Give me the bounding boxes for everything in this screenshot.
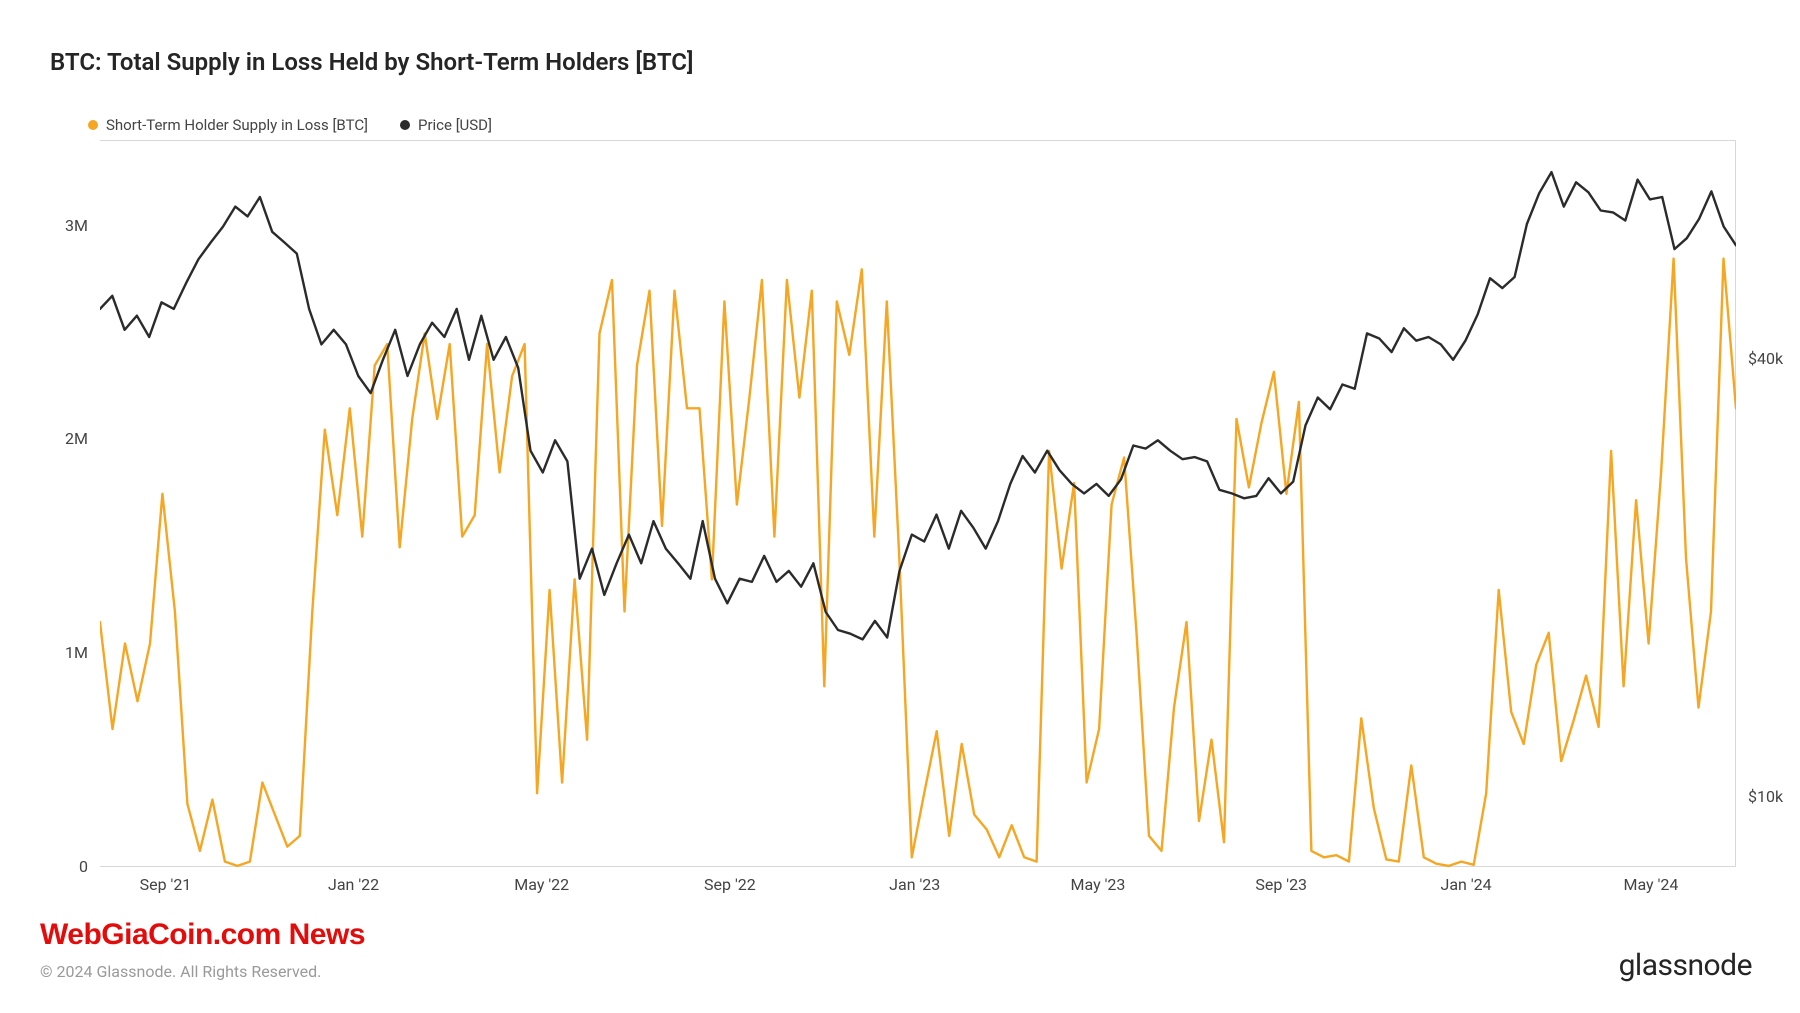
legend-label-supply: Short-Term Holder Supply in Loss [BTC]: [106, 116, 368, 134]
legend: Short-Term Holder Supply in Loss [BTC] P…: [88, 116, 492, 134]
y-right-tick: $40k: [1748, 349, 1783, 368]
legend-dot-supply: [88, 120, 98, 130]
x-tick: May '22: [514, 875, 569, 894]
x-tick: Jan '22: [328, 875, 379, 894]
y-left-tick: 2M: [0, 429, 88, 448]
x-tick: Jan '24: [1440, 875, 1491, 894]
y-left-tick: 0: [0, 857, 88, 876]
chart-svg: [100, 141, 1736, 868]
legend-item-supply: Short-Term Holder Supply in Loss [BTC]: [88, 116, 368, 134]
x-tick: May '24: [1623, 875, 1678, 894]
legend-label-price: Price [USD]: [418, 116, 492, 134]
x-tick: Sep '23: [1255, 875, 1307, 894]
brand-logo-text: glassnode: [1619, 948, 1752, 983]
x-tick: Sep '22: [704, 875, 756, 894]
y-left-tick: 1M: [0, 643, 88, 662]
x-tick: May '23: [1071, 875, 1126, 894]
y-left-tick: 3M: [0, 216, 88, 235]
copyright-text: © 2024 Glassnode. All Rights Reserved.: [40, 962, 321, 981]
legend-dot-price: [400, 120, 410, 130]
y-right-tick: $10k: [1748, 787, 1783, 806]
chart-title: BTC: Total Supply in Loss Held by Short-…: [50, 48, 693, 76]
watermark-text: WebGiaCoin.com News: [40, 918, 365, 952]
legend-item-price: Price [USD]: [400, 116, 492, 134]
x-tick: Sep '21: [140, 875, 192, 894]
chart-plot-area: [100, 140, 1736, 867]
x-tick: Jan '23: [889, 875, 940, 894]
